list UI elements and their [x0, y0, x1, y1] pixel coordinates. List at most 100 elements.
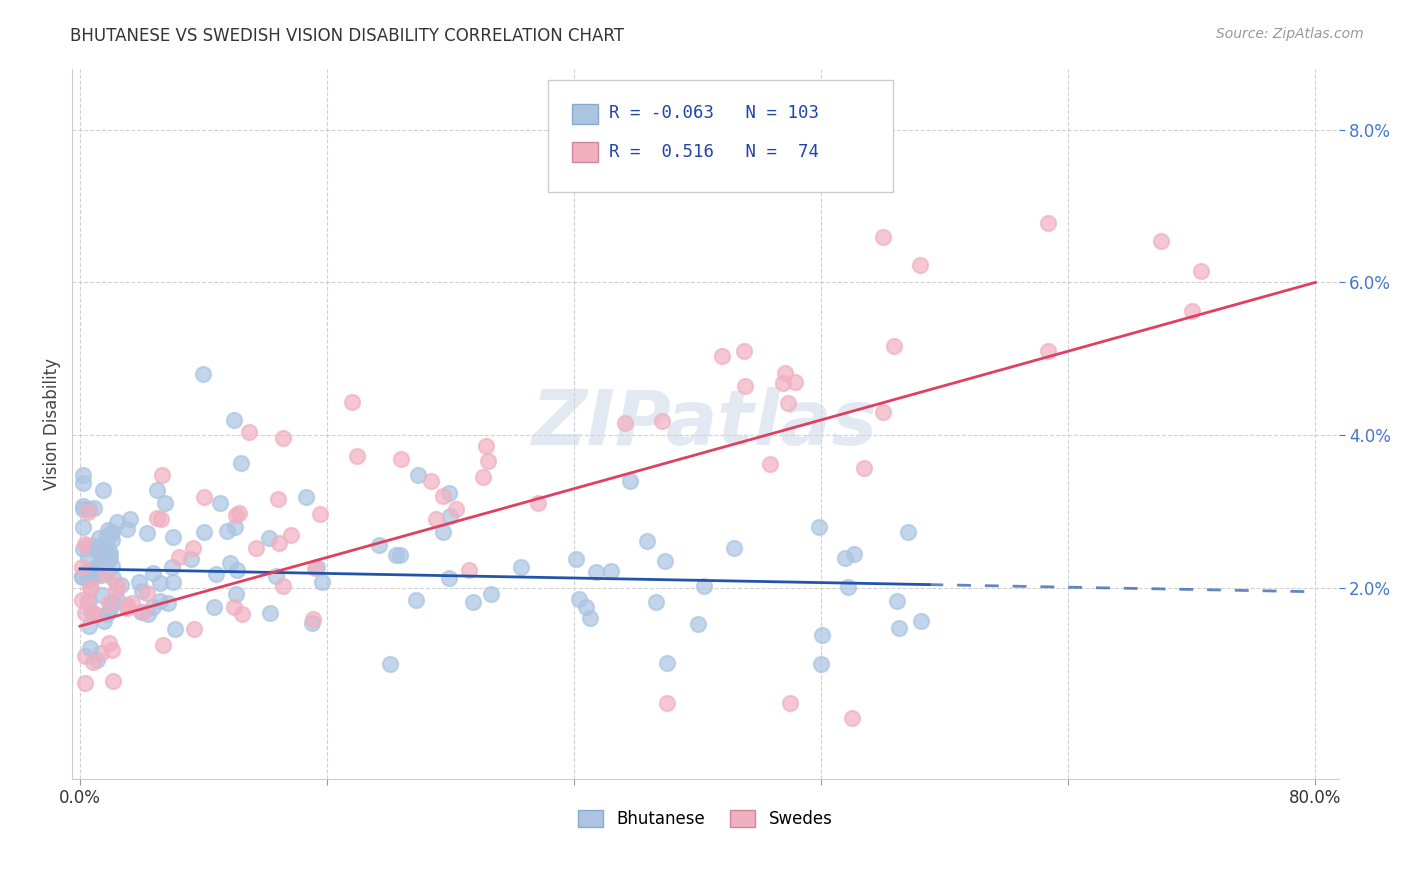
- Point: [91, 543, 114, 558]
- Y-axis label: Vision Disability: Vision Disability: [44, 358, 60, 490]
- Point: [72, 520, 94, 534]
- Point: [100, 559, 122, 574]
- Point: [406, 468, 429, 483]
- Point: [304, 560, 326, 574]
- Point: [772, 376, 794, 391]
- Point: [77, 619, 100, 633]
- Point: [96, 607, 118, 622]
- Point: [565, 551, 588, 566]
- Point: [70, 568, 93, 582]
- Point: [70, 570, 93, 584]
- Point: [734, 379, 756, 393]
- Point: [86, 543, 108, 558]
- Point: [267, 536, 290, 550]
- Point: [156, 596, 179, 610]
- Point: [340, 395, 363, 409]
- Point: [222, 599, 245, 614]
- Point: [152, 638, 174, 652]
- Point: [136, 607, 159, 621]
- Point: [437, 485, 460, 500]
- Point: [79, 640, 101, 655]
- Point: [70, 592, 93, 607]
- Point: [226, 563, 249, 577]
- Text: Source: ZipAtlas.com: Source: ZipAtlas.com: [1216, 27, 1364, 41]
- Point: [91, 483, 114, 498]
- Point: [446, 501, 468, 516]
- Point: [77, 501, 100, 516]
- Point: [82, 655, 104, 669]
- Point: [77, 505, 100, 519]
- Point: [384, 548, 406, 562]
- Legend: Bhutanese, Swedes: Bhutanese, Swedes: [572, 803, 839, 835]
- Point: [80, 581, 103, 595]
- Point: [193, 525, 215, 540]
- Point: [575, 599, 598, 614]
- Point: [783, 375, 806, 389]
- Point: [72, 468, 94, 483]
- Point: [80, 605, 103, 619]
- Point: [90, 646, 112, 660]
- Point: [271, 431, 294, 445]
- Point: [259, 606, 281, 620]
- Point: [142, 600, 165, 615]
- Point: [84, 569, 107, 583]
- Point: [73, 648, 96, 663]
- Point: [193, 490, 215, 504]
- Point: [1036, 343, 1059, 358]
- Point: [568, 591, 591, 606]
- Point: [76, 539, 98, 553]
- Point: [619, 474, 641, 488]
- Point: [77, 593, 100, 607]
- Point: [654, 554, 676, 568]
- Point: [96, 567, 118, 582]
- Point: [105, 592, 128, 607]
- Point: [388, 549, 411, 563]
- Point: [72, 476, 94, 491]
- Point: [776, 396, 799, 410]
- Point: [479, 587, 502, 601]
- Point: [149, 512, 172, 526]
- Point: [72, 542, 94, 557]
- Point: [723, 541, 745, 555]
- Point: [852, 461, 875, 475]
- Point: [811, 628, 834, 642]
- Point: [90, 567, 112, 582]
- Point: [121, 596, 143, 610]
- Point: [83, 567, 105, 582]
- Point: [228, 506, 250, 520]
- Text: ZIPatlas: ZIPatlas: [533, 387, 879, 461]
- Point: [101, 643, 124, 657]
- Point: [84, 560, 107, 574]
- Point: [688, 617, 710, 632]
- Point: [367, 538, 389, 552]
- Point: [136, 585, 159, 599]
- Point: [307, 559, 329, 574]
- Point: [301, 612, 323, 626]
- Point: [83, 607, 105, 622]
- Point: [73, 607, 96, 621]
- Point: [149, 575, 172, 590]
- Point: [167, 549, 190, 564]
- Point: [267, 491, 290, 506]
- Point: [432, 524, 454, 539]
- Point: [231, 456, 253, 470]
- Point: [118, 512, 141, 526]
- Point: [183, 622, 205, 636]
- Point: [162, 530, 184, 544]
- Point: [477, 454, 499, 468]
- Point: [98, 551, 121, 566]
- Point: [100, 527, 122, 541]
- Point: [84, 561, 107, 575]
- Point: [474, 439, 496, 453]
- Point: [759, 457, 782, 471]
- Text: R =  0.516   N =  74: R = 0.516 N = 74: [609, 143, 818, 161]
- Point: [432, 489, 454, 503]
- Point: [773, 366, 796, 380]
- Point: [72, 501, 94, 516]
- Point: [841, 711, 863, 725]
- Point: [146, 483, 169, 498]
- Point: [259, 531, 281, 545]
- Point: [101, 524, 124, 539]
- Point: [389, 451, 412, 466]
- Point: [585, 566, 607, 580]
